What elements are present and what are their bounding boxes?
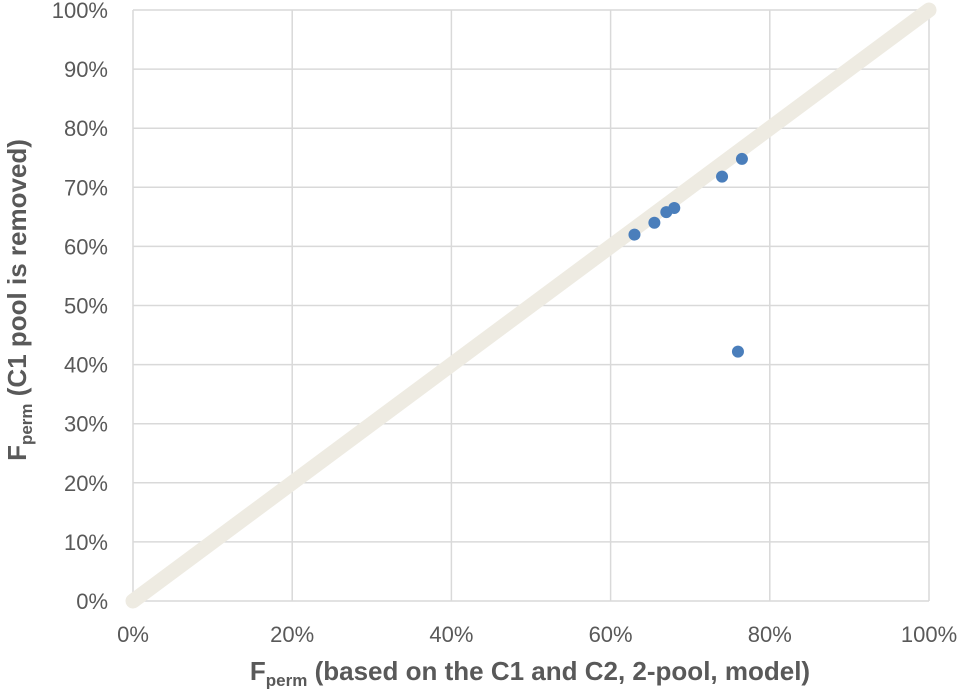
data-point: [648, 216, 661, 229]
y-tick-label: 70%: [64, 175, 108, 200]
data-point: [716, 170, 729, 183]
reference-line: [125, 2, 937, 609]
x-tick-label: 0%: [117, 622, 149, 647]
y-tick-labels: 0% 10% 20% 30% 40% 50% 60% 70% 80% 90% 100%: [52, 0, 108, 614]
data-point: [668, 201, 681, 214]
x-axis-title: Fperm (based on the C1 and C2, 2-pool, m…: [250, 656, 810, 689]
x-tick-label: 40%: [429, 622, 473, 647]
y-tick-label: 90%: [64, 57, 108, 82]
reference-line-group: [125, 2, 937, 609]
data-point: [628, 228, 641, 241]
y-tick-label: 50%: [64, 294, 108, 319]
x-tick-labels: 0% 20% 40% 60% 80% 100%: [117, 622, 957, 647]
y-tick-label: 40%: [64, 353, 108, 378]
x-tick-label: 20%: [270, 622, 314, 647]
y-tick-label: 60%: [64, 234, 108, 259]
grid-lines: [132, 9, 930, 602]
y-tick-label: 80%: [64, 116, 108, 141]
data-points: [628, 152, 748, 358]
x-tick-label: 100%: [901, 622, 957, 647]
y-tick-label: 20%: [64, 471, 108, 496]
y-axis-title: Fperm (C1 pool is removed): [2, 139, 36, 461]
y-tick-label: 10%: [64, 530, 108, 555]
x-tick-label: 60%: [589, 622, 633, 647]
y-tick-label: 100%: [52, 0, 108, 23]
y-tick-label: 30%: [64, 412, 108, 437]
y-tick-label: 0%: [76, 589, 108, 614]
x-tick-label: 80%: [748, 622, 792, 647]
data-point: [735, 152, 748, 165]
data-point: [731, 345, 744, 358]
